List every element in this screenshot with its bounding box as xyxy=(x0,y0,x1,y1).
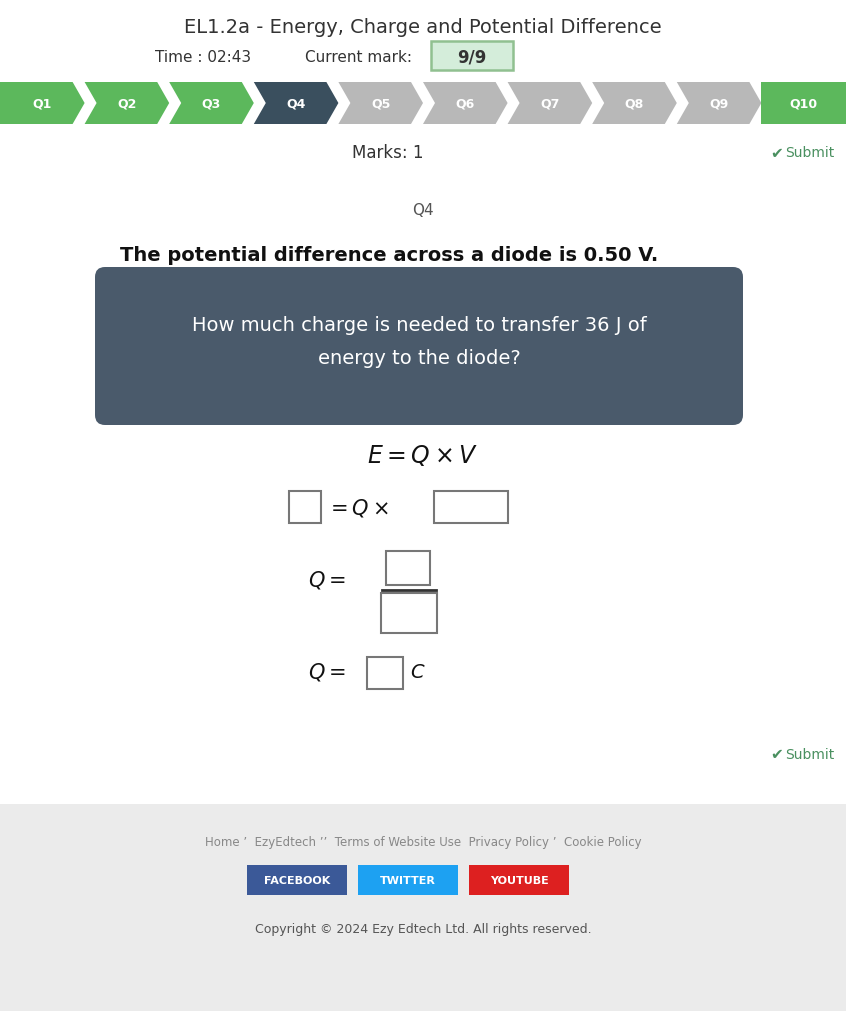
Text: How much charge is needed to transfer 36 J of: How much charge is needed to transfer 36… xyxy=(192,315,646,335)
Text: EL1.2a - Energy, Charge and Potential Difference: EL1.2a - Energy, Charge and Potential Di… xyxy=(184,18,662,37)
Text: Q5: Q5 xyxy=(371,97,390,110)
Text: C: C xyxy=(410,662,424,680)
FancyBboxPatch shape xyxy=(289,491,321,524)
Text: Q9: Q9 xyxy=(710,97,728,110)
Polygon shape xyxy=(423,83,508,125)
Text: 9/9: 9/9 xyxy=(458,48,486,66)
Text: $= Q \times$: $= Q \times$ xyxy=(326,496,389,519)
FancyBboxPatch shape xyxy=(431,42,513,71)
FancyBboxPatch shape xyxy=(434,491,508,524)
Text: Time : 02:43: Time : 02:43 xyxy=(155,50,251,65)
Text: Copyright © 2024 Ezy Edtech Ltd. All rights reserved.: Copyright © 2024 Ezy Edtech Ltd. All rig… xyxy=(255,923,591,935)
Polygon shape xyxy=(254,83,338,125)
Text: $E = Q \times V$: $E = Q \times V$ xyxy=(367,442,479,467)
FancyBboxPatch shape xyxy=(358,865,458,895)
Text: The potential difference across a diode is 0.50 V.: The potential difference across a diode … xyxy=(120,246,658,264)
Text: TWITTER: TWITTER xyxy=(380,876,436,885)
FancyBboxPatch shape xyxy=(386,551,430,585)
Text: Q10: Q10 xyxy=(789,97,818,110)
FancyBboxPatch shape xyxy=(247,865,347,895)
Text: Q3: Q3 xyxy=(202,97,221,110)
Text: Q7: Q7 xyxy=(541,97,559,110)
Text: Current mark:: Current mark: xyxy=(305,50,412,65)
Text: Submit: Submit xyxy=(785,747,834,761)
FancyBboxPatch shape xyxy=(95,268,743,426)
Text: energy to the diode?: energy to the diode? xyxy=(317,348,520,367)
Polygon shape xyxy=(677,83,761,125)
Text: YOUTUBE: YOUTUBE xyxy=(490,876,548,885)
Text: Q6: Q6 xyxy=(456,97,475,110)
Text: Q2: Q2 xyxy=(118,97,136,110)
Text: Q4: Q4 xyxy=(412,202,434,217)
FancyBboxPatch shape xyxy=(367,657,403,690)
Text: FACEBOOK: FACEBOOK xyxy=(264,876,330,885)
FancyBboxPatch shape xyxy=(0,804,846,1011)
Polygon shape xyxy=(169,83,254,125)
Text: Q8: Q8 xyxy=(625,97,644,110)
FancyBboxPatch shape xyxy=(469,865,569,895)
Text: Submit: Submit xyxy=(785,146,834,160)
Polygon shape xyxy=(0,83,85,125)
FancyBboxPatch shape xyxy=(381,593,437,633)
Text: Marks: 1: Marks: 1 xyxy=(352,144,424,162)
Polygon shape xyxy=(592,83,677,125)
Polygon shape xyxy=(508,83,592,125)
Text: ✔: ✔ xyxy=(770,146,783,161)
Text: Home ’  EzyEdtech ’’  Terms of Website Use  Privacy Policy ’  Cookie Policy: Home ’ EzyEdtech ’’ Terms of Website Use… xyxy=(205,836,641,848)
Text: ✔: ✔ xyxy=(770,747,783,761)
Text: Q4: Q4 xyxy=(287,97,305,110)
Polygon shape xyxy=(761,83,846,125)
Polygon shape xyxy=(85,83,169,125)
Text: Q1: Q1 xyxy=(33,97,52,110)
Text: $Q =$: $Q =$ xyxy=(308,660,346,682)
Polygon shape xyxy=(338,83,423,125)
Text: $Q =$: $Q =$ xyxy=(308,568,346,590)
